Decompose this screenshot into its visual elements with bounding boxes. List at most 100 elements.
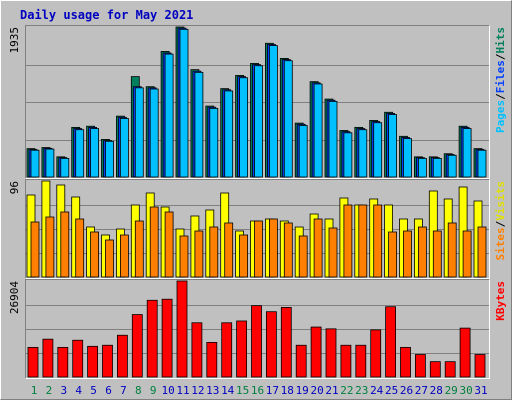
bar: [239, 77, 249, 178]
bar: [388, 114, 398, 178]
bar: [373, 122, 383, 178]
bar: [206, 341, 218, 378]
legend-entry: Hits: [494, 27, 507, 54]
bar: [462, 128, 472, 178]
bar: [403, 230, 412, 278]
legend: Pages/Files/Hits: [494, 27, 507, 133]
plot-border: [25, 279, 490, 379]
bar: [72, 339, 84, 378]
bar: [90, 231, 99, 278]
bar: [265, 311, 277, 378]
bar: [280, 307, 292, 378]
bar: [414, 354, 426, 378]
bar: [87, 345, 98, 378]
bar: [444, 361, 456, 378]
bar: [370, 329, 382, 378]
x-tick-label: 16: [251, 384, 264, 397]
legend-entry: Pages: [494, 100, 507, 133]
bar: [283, 60, 293, 178]
bar: [45, 216, 55, 278]
bar: [149, 88, 159, 178]
bar: [164, 53, 174, 178]
x-tick-label: 23: [355, 384, 368, 397]
x-tick-label: 6: [105, 384, 112, 397]
bar: [57, 346, 69, 378]
bar: [224, 222, 234, 278]
bar: [477, 149, 487, 178]
bar: [164, 211, 174, 278]
bar: [42, 338, 54, 378]
bar: [385, 306, 397, 378]
x-tick-label: 11: [176, 384, 189, 397]
bar: [75, 218, 85, 278]
x-tick-label: 13: [206, 384, 219, 397]
bar: [251, 305, 262, 378]
bar: [45, 148, 55, 178]
bar: [209, 226, 219, 278]
x-tick-label: 8: [135, 384, 142, 397]
legend-separator: /: [494, 93, 507, 100]
x-tick-label: 30: [459, 384, 472, 397]
plot-border: [25, 25, 490, 179]
bar: [75, 129, 85, 178]
bar: [400, 346, 411, 378]
x-tick-label: 31: [474, 384, 487, 397]
bar: [403, 138, 412, 178]
plot-border: [25, 179, 490, 279]
bar: [194, 230, 204, 278]
bar: [236, 320, 248, 378]
x-tick-label: 22: [340, 384, 353, 397]
bar: [373, 204, 383, 278]
bar: [462, 230, 472, 278]
legend-entry: KBytes: [494, 281, 507, 321]
bar: [161, 298, 173, 378]
bar: [310, 326, 322, 378]
legend: KBytes: [494, 281, 507, 321]
x-tick-label: 28: [430, 384, 443, 397]
y-tick-label: 1935: [8, 27, 21, 54]
bar: [432, 230, 442, 278]
bar: [343, 204, 353, 278]
x-tick-label: 7: [120, 384, 127, 397]
bar: [209, 107, 219, 178]
legend-entry: Files: [494, 60, 507, 93]
x-tick-label: 25: [385, 384, 398, 397]
chart-title: Daily usage for May 2021: [20, 8, 193, 22]
bar: [429, 361, 441, 378]
bar: [30, 221, 40, 278]
bar: [295, 344, 307, 378]
bar: [105, 239, 114, 278]
bar: [447, 222, 457, 278]
x-tick-label: 15: [236, 384, 249, 397]
plot-border: [25, 279, 490, 379]
bar: [27, 346, 39, 378]
x-tick-label: 17: [266, 384, 279, 397]
bar: [179, 28, 189, 178]
bar: [313, 218, 323, 278]
bar: [176, 280, 188, 378]
legend-entry: Visits: [494, 181, 507, 221]
bar: [477, 226, 487, 278]
bar: [117, 334, 128, 378]
bar: [254, 65, 263, 178]
bar: [313, 83, 323, 178]
bar: [179, 235, 189, 278]
y-tick-label: 26904: [8, 281, 21, 314]
bar: [358, 129, 368, 178]
x-tick-label: 18: [281, 384, 294, 397]
bar: [298, 235, 308, 278]
x-tick-label: 1: [31, 384, 38, 397]
bar: [191, 322, 203, 378]
x-tick-label: 3: [60, 384, 67, 397]
bar: [343, 132, 353, 178]
bar: [283, 222, 293, 278]
bar: [149, 206, 159, 278]
x-tick-label: 2: [46, 384, 53, 397]
bar: [325, 328, 337, 378]
x-tick-label: 19: [296, 384, 309, 397]
x-tick-label: 20: [310, 384, 323, 397]
x-tick-label: 14: [221, 384, 235, 397]
bar: [102, 344, 113, 378]
